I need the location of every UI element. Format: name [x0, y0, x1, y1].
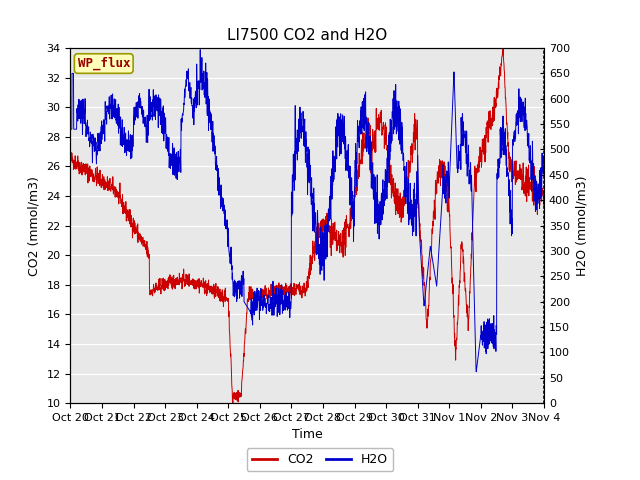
Y-axis label: H2O (mmol/m3): H2O (mmol/m3) — [575, 175, 589, 276]
Title: LI7500 CO2 and H2O: LI7500 CO2 and H2O — [227, 28, 387, 43]
Legend: CO2, H2O: CO2, H2O — [247, 448, 393, 471]
Y-axis label: CO2 (mmol/m3): CO2 (mmol/m3) — [28, 176, 41, 276]
X-axis label: Time: Time — [292, 429, 323, 442]
Text: WP_flux: WP_flux — [77, 57, 130, 70]
